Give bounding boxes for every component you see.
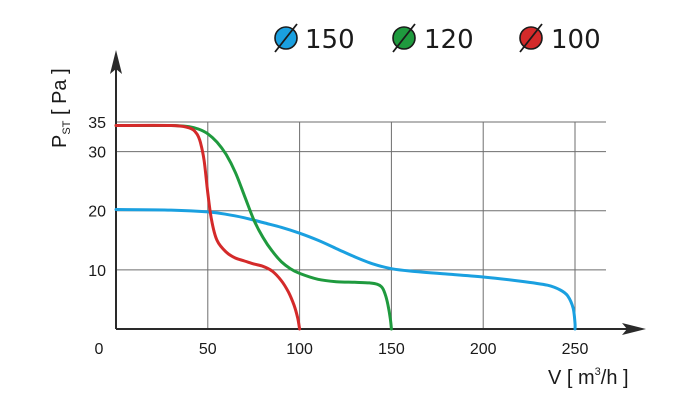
y-tick-label: 10	[88, 263, 106, 280]
legend-item-150: 150	[274, 23, 355, 55]
tick-labels: 0 50 100 150 200 250 10 20 30 35	[88, 115, 588, 358]
legend-label: 150	[305, 25, 355, 55]
x-tick-label: 150	[378, 341, 405, 358]
x-axis-arrow-icon	[622, 323, 646, 335]
grid	[116, 121, 606, 329]
x-axis-title: V [ m3/h ]	[548, 366, 629, 389]
y-axis-title: PST [ Pa ]	[49, 68, 73, 148]
x-tick-label: 250	[562, 341, 589, 358]
legend-item-100: 100	[519, 23, 601, 55]
diameter-slash-icon	[519, 23, 543, 53]
diameter-slash-icon	[274, 23, 298, 53]
x-tick-label: 50	[199, 341, 217, 358]
series-line-120	[114, 123, 393, 331]
y-tick-label: 35	[88, 115, 106, 132]
y-tick-label: 30	[88, 145, 106, 162]
diameter-slash-icon	[392, 23, 416, 53]
series-line-150	[114, 208, 577, 331]
x-tick-label: 200	[470, 341, 497, 358]
y-tick-label: 20	[88, 204, 106, 221]
x-tick-label: 100	[286, 341, 313, 358]
series-line-100	[114, 123, 302, 331]
x-tick-label: 0	[95, 341, 104, 358]
axes	[110, 50, 646, 335]
legend: 150 120 100	[274, 23, 601, 55]
series-curves	[114, 123, 577, 331]
legend-label: 100	[551, 25, 601, 55]
legend-label: 120	[424, 25, 474, 55]
legend-item-120: 120	[392, 23, 474, 55]
y-axis-arrow-icon	[110, 50, 122, 74]
